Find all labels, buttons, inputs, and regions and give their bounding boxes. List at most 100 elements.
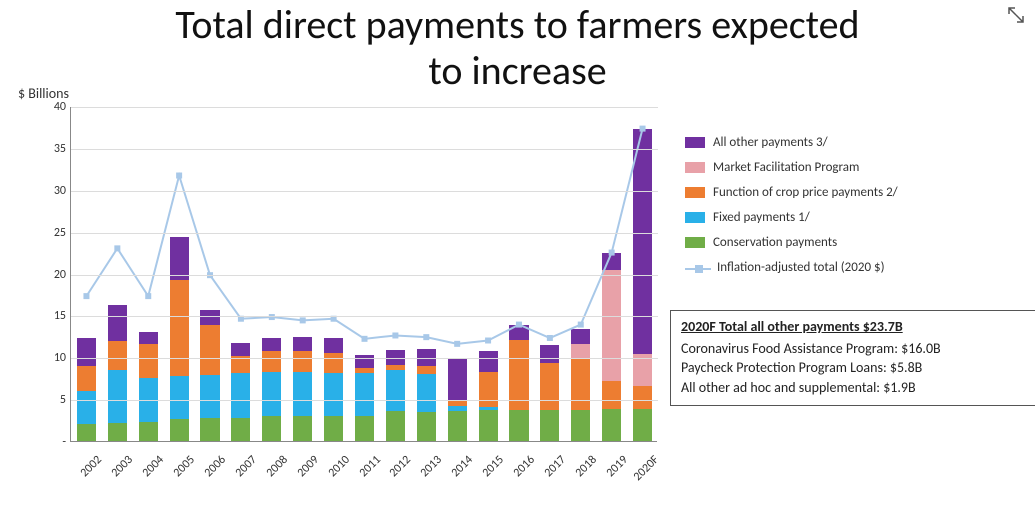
bar-segment-crop_price [417, 366, 436, 374]
bar-segment-fixed [200, 375, 219, 419]
bar-segment-conservation [602, 409, 621, 441]
x-tick-label: 2004 [129, 453, 167, 491]
x-tick-label: 2007 [222, 453, 260, 491]
bar-segment-crop_price [602, 381, 621, 409]
title-line-2: to increase [428, 46, 606, 95]
bar-segment-conservation [231, 418, 250, 441]
bar-segment-fixed [417, 374, 436, 412]
bar-segment-conservation [293, 416, 312, 441]
legend-item-conservation: Conservation payments [685, 235, 1015, 250]
bar-segment-all_other [355, 355, 374, 368]
y-tick-label: 20 [41, 268, 66, 282]
callout-line: All other ad hoc and supplemental: $1.9B [681, 378, 1031, 398]
bar-segment-fixed [108, 370, 127, 423]
bar-segment-market_facilitation [571, 344, 590, 359]
x-tick-label: 2014 [438, 453, 476, 491]
bar-segment-crop_price [355, 368, 374, 373]
legend-label: All other payments 3/ [713, 135, 828, 150]
bar-segment-conservation [386, 411, 405, 441]
bar-segment-all_other [324, 338, 343, 353]
bar-segment-all_other [231, 343, 250, 356]
x-tick-label: 2009 [283, 453, 321, 491]
legend-label: Market Facilitation Program [713, 160, 859, 175]
bar-segment-all_other [571, 329, 590, 344]
bar-segment-fixed [479, 407, 498, 410]
legend-item-fixed: Fixed payments 1/ [685, 210, 1015, 225]
y-tick-label: 40 [41, 100, 66, 114]
y-tick-label: 25 [41, 226, 66, 240]
x-tick-label: 2010 [314, 453, 352, 491]
callout-line: Coronavirus Food Assistance Program: $16… [681, 339, 1031, 359]
bar-segment-conservation [509, 410, 528, 441]
bar-segment-fixed [448, 406, 467, 411]
bar-segment-crop_price [571, 359, 590, 410]
bar-segment-crop_price [448, 401, 467, 406]
bar-segment-fixed [77, 391, 96, 425]
x-tick-label: 2015 [469, 453, 507, 491]
y-tick-label: 5 [41, 393, 66, 407]
x-tick-label: 2013 [407, 453, 445, 491]
bar-segment-all_other [633, 129, 652, 353]
gridline [71, 358, 658, 359]
bar-segment-fixed [231, 373, 250, 417]
callout-box: 2020F Total all other payments $23.7B Co… [670, 310, 1035, 406]
bar-segment-conservation [324, 416, 343, 441]
bar-segment-crop_price [108, 341, 127, 369]
callout-line: Paycheck Protection Program Loans: $5.8B [681, 358, 1031, 378]
bar-segment-conservation [571, 410, 590, 441]
bar-segment-all_other [77, 338, 96, 366]
bar-segment-crop_price [324, 353, 343, 373]
legend-item-crop_price: Function of crop price payments 2/ [685, 185, 1015, 200]
bar-segment-all_other [509, 325, 528, 339]
y-tick-label: 30 [41, 184, 66, 198]
y-tick-label: 35 [41, 142, 66, 156]
bar-segment-fixed [293, 372, 312, 416]
legend-swatch [685, 137, 705, 148]
bar-segment-crop_price [479, 372, 498, 407]
x-tick-label: 2016 [500, 453, 538, 491]
bar-segment-all_other [602, 253, 621, 270]
legend-item-line: Inflation-adjusted total (2020 $) [685, 260, 1015, 275]
bar-segment-fixed [170, 376, 189, 420]
bar-segment-conservation [540, 410, 559, 441]
bar-segment-crop_price [262, 351, 281, 371]
bar-segment-crop_price [386, 365, 405, 370]
bar-segment-crop_price [293, 351, 312, 372]
x-tick-label: 2002 [67, 453, 105, 491]
legend-line-swatch [685, 262, 711, 274]
bar-segment-conservation [170, 419, 189, 441]
bar-segment-crop_price [170, 280, 189, 375]
legend-item-all_other: All other payments 3/ [685, 135, 1015, 150]
fullscreen-icon[interactable] [1007, 6, 1025, 24]
bar-segment-conservation [355, 416, 374, 441]
bar-segment-fixed [386, 370, 405, 411]
legend-swatch [685, 237, 705, 248]
x-tick-label: 2018 [561, 453, 599, 491]
bar-segment-all_other [139, 332, 158, 344]
x-tick-label: 2003 [98, 453, 136, 491]
bar-segment-all_other [108, 305, 127, 342]
x-axis-ticks: 2002200320042005200620072008200920102011… [70, 447, 657, 477]
bar-segment-all_other [540, 345, 559, 363]
bar-segment-crop_price [139, 344, 158, 378]
bar-segment-conservation [633, 409, 652, 441]
bar-segment-conservation [479, 410, 498, 441]
x-tick-label: 2005 [160, 453, 198, 491]
legend-swatch [685, 212, 705, 223]
gridline [71, 275, 658, 276]
legend-label: Inflation-adjusted total (2020 $) [717, 260, 885, 275]
gridline [71, 316, 658, 317]
bar-segment-conservation [77, 424, 96, 441]
x-tick-label: 2017 [531, 453, 569, 491]
plot-area: -510152025303540 [70, 107, 657, 442]
legend-item-market_facilitation: Market Facilitation Program [685, 160, 1015, 175]
y-tick-label: 15 [41, 309, 66, 323]
bar-segment-crop_price [633, 386, 652, 409]
callout-title: 2020F Total all other payments $23.7B [681, 317, 1031, 337]
bar-segment-fixed [324, 373, 343, 416]
legend-label: Conservation payments [713, 235, 837, 250]
bar-segment-crop_price [77, 366, 96, 391]
x-tick-label: 2020F [623, 453, 661, 491]
gridline [71, 149, 658, 150]
bar-segment-conservation [417, 412, 436, 441]
